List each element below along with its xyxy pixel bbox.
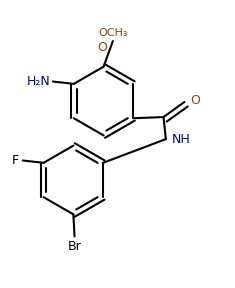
Text: F: F — [12, 154, 19, 167]
Text: NH: NH — [172, 132, 190, 146]
Text: O: O — [190, 94, 200, 107]
Text: Br: Br — [68, 240, 81, 253]
Text: O: O — [98, 41, 107, 54]
Text: OCH₃: OCH₃ — [98, 28, 128, 38]
Text: H₂N: H₂N — [27, 75, 51, 88]
